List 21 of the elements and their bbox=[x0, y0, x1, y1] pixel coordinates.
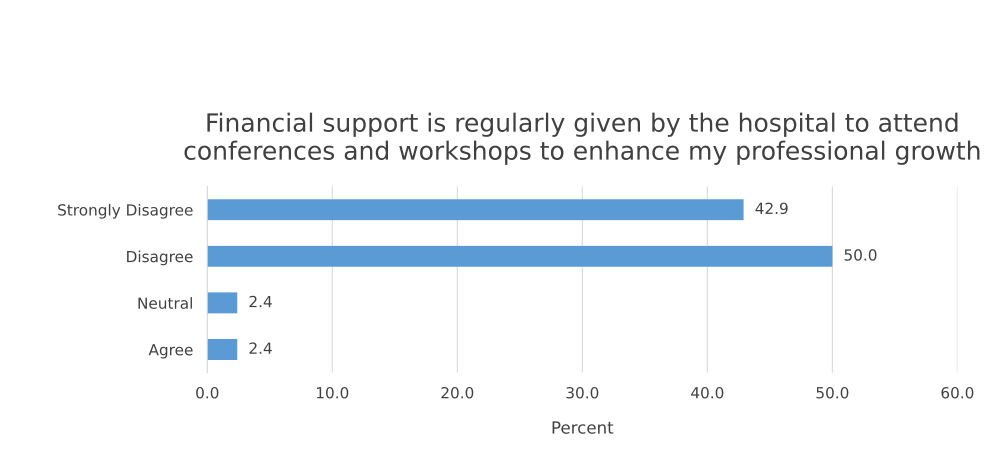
data-label: 2.4 bbox=[250, 296, 272, 308]
x-tick-label: 60.0 bbox=[941, 386, 974, 399]
data-label: 50.0 bbox=[844, 249, 876, 261]
bar bbox=[207, 199, 744, 220]
bar bbox=[207, 339, 238, 360]
x-tick-label: 0.0 bbox=[196, 386, 218, 399]
chart-title: Financial support is regularly given by the hospital to attend conferences and workshops to enhance my professional growth bbox=[184, 112, 980, 165]
x-tick-label: 30.0 bbox=[566, 386, 598, 399]
bar bbox=[207, 246, 832, 267]
x-axis-title: Percent bbox=[552, 421, 614, 434]
x-tick-label: 50.0 bbox=[816, 386, 848, 399]
x-tick-label: 10.0 bbox=[316, 386, 348, 399]
y-tick-label: Agree bbox=[148, 344, 193, 358]
y-tick-label: Neutral bbox=[138, 297, 192, 309]
y-tick-label: Strongly Disagree bbox=[58, 204, 193, 219]
x-tick-label: 40.0 bbox=[691, 386, 724, 399]
bar bbox=[207, 292, 238, 314]
x-tick-label: 20.0 bbox=[441, 386, 474, 399]
data-label: 42.9 bbox=[755, 202, 788, 214]
y-tick-label: Disagree bbox=[127, 250, 193, 266]
data-label: 2.4 bbox=[250, 342, 272, 354]
